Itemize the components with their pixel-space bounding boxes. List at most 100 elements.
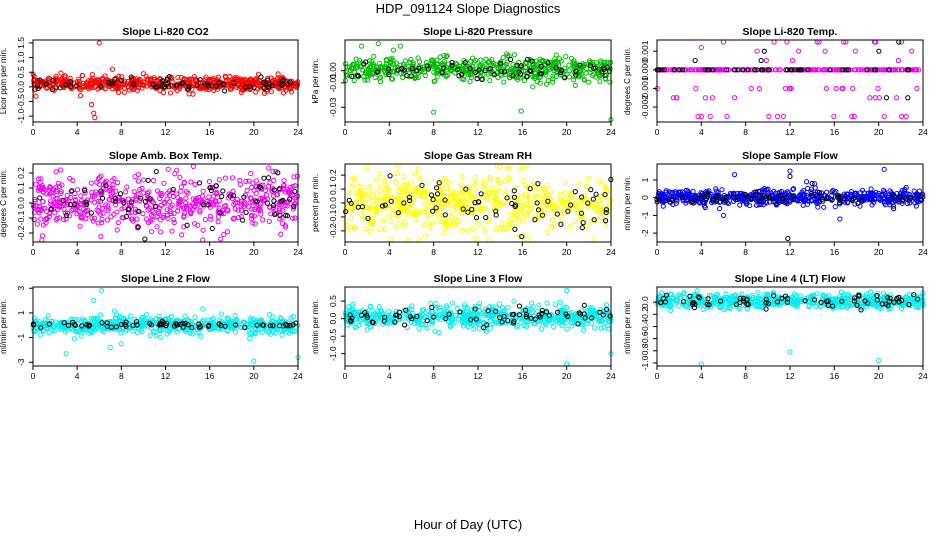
data-point (522, 307, 529, 313)
data-point (518, 319, 524, 326)
data-point (434, 73, 440, 79)
data-point (873, 189, 879, 195)
y-tick-label: -1.0 (328, 346, 338, 361)
data-point (232, 318, 238, 324)
data-point (580, 327, 587, 333)
data-point (88, 101, 95, 108)
data-point (280, 323, 287, 329)
data-point (375, 41, 381, 47)
data-point (135, 171, 142, 178)
data-point (171, 219, 177, 226)
data-point (898, 67, 904, 73)
data-point (58, 167, 64, 173)
data-point (424, 318, 430, 324)
y-axis-label: ml/min per min. (0, 299, 8, 354)
data-point (267, 323, 273, 329)
data-point (369, 218, 376, 224)
data-point (549, 79, 556, 85)
data-point (573, 68, 579, 74)
data-point (594, 208, 600, 214)
data-point (757, 198, 763, 204)
data-point (469, 193, 475, 200)
data-point (53, 187, 59, 193)
data-point (234, 196, 241, 203)
data-point (689, 67, 695, 73)
data-point (544, 182, 550, 189)
data-point (748, 85, 754, 92)
data-point (569, 323, 575, 329)
data-point (400, 75, 406, 81)
data-point (83, 201, 89, 207)
data-point (744, 200, 750, 207)
x-tick-label: 0 (343, 371, 348, 381)
data-point (241, 199, 248, 205)
y-tick-label: 0.0 (328, 197, 338, 209)
data-point (686, 194, 693, 200)
data-point (876, 48, 882, 54)
data-point (102, 73, 108, 79)
data-point (417, 313, 423, 320)
data-point (402, 187, 408, 193)
data-point (675, 67, 681, 73)
data-point (205, 202, 211, 208)
y-tick-label: 1.0 (16, 51, 26, 63)
data-point (153, 168, 159, 175)
data-point (524, 74, 530, 80)
data-point (141, 190, 147, 196)
data-point (550, 76, 556, 82)
data-point (54, 81, 61, 87)
data-point (392, 194, 398, 200)
data-point (266, 218, 272, 225)
data-point (406, 311, 413, 317)
data-point (129, 216, 136, 222)
data-point (131, 189, 137, 195)
data-point (46, 329, 52, 335)
data-point (369, 221, 376, 228)
data-point (49, 205, 55, 212)
data-point (357, 317, 363, 324)
data-point (504, 59, 510, 65)
data-point (883, 67, 889, 73)
data-point (849, 113, 855, 120)
series-2 (30, 318, 299, 331)
data-point (775, 193, 781, 199)
data-point (348, 318, 354, 324)
data-point (692, 57, 698, 64)
data-point (471, 59, 477, 65)
y-axis-label: Licor ppm per min. (0, 48, 8, 114)
data-point (704, 191, 711, 197)
data-point (581, 302, 587, 308)
x-tick-label: 16 (518, 247, 528, 257)
y-tick-label: -1 (640, 211, 650, 219)
data-point (436, 219, 442, 225)
data-point (258, 74, 264, 80)
data-point (88, 329, 94, 335)
data-point (791, 67, 798, 73)
data-point (292, 328, 298, 334)
data-point (448, 213, 454, 219)
data-point (388, 60, 394, 66)
data-point (43, 220, 49, 226)
data-point (346, 197, 352, 203)
data-point (197, 207, 203, 213)
data-point (827, 67, 833, 73)
data-point (94, 324, 100, 331)
data-point (426, 223, 433, 230)
data-point (95, 220, 101, 226)
data-point (869, 202, 875, 208)
data-point (602, 223, 608, 229)
data-point (774, 113, 781, 120)
y-tick-label: -2 (640, 229, 650, 237)
data-point (255, 71, 262, 77)
data-point (413, 208, 419, 214)
data-point (235, 207, 241, 213)
data-point (905, 67, 912, 73)
data-point (290, 322, 296, 328)
data-point (119, 206, 125, 212)
data-point (222, 175, 228, 181)
data-point (535, 181, 541, 187)
data-point (198, 333, 204, 339)
x-tick-label: 4 (387, 371, 392, 381)
data-point (48, 206, 54, 212)
data-point (191, 74, 197, 80)
